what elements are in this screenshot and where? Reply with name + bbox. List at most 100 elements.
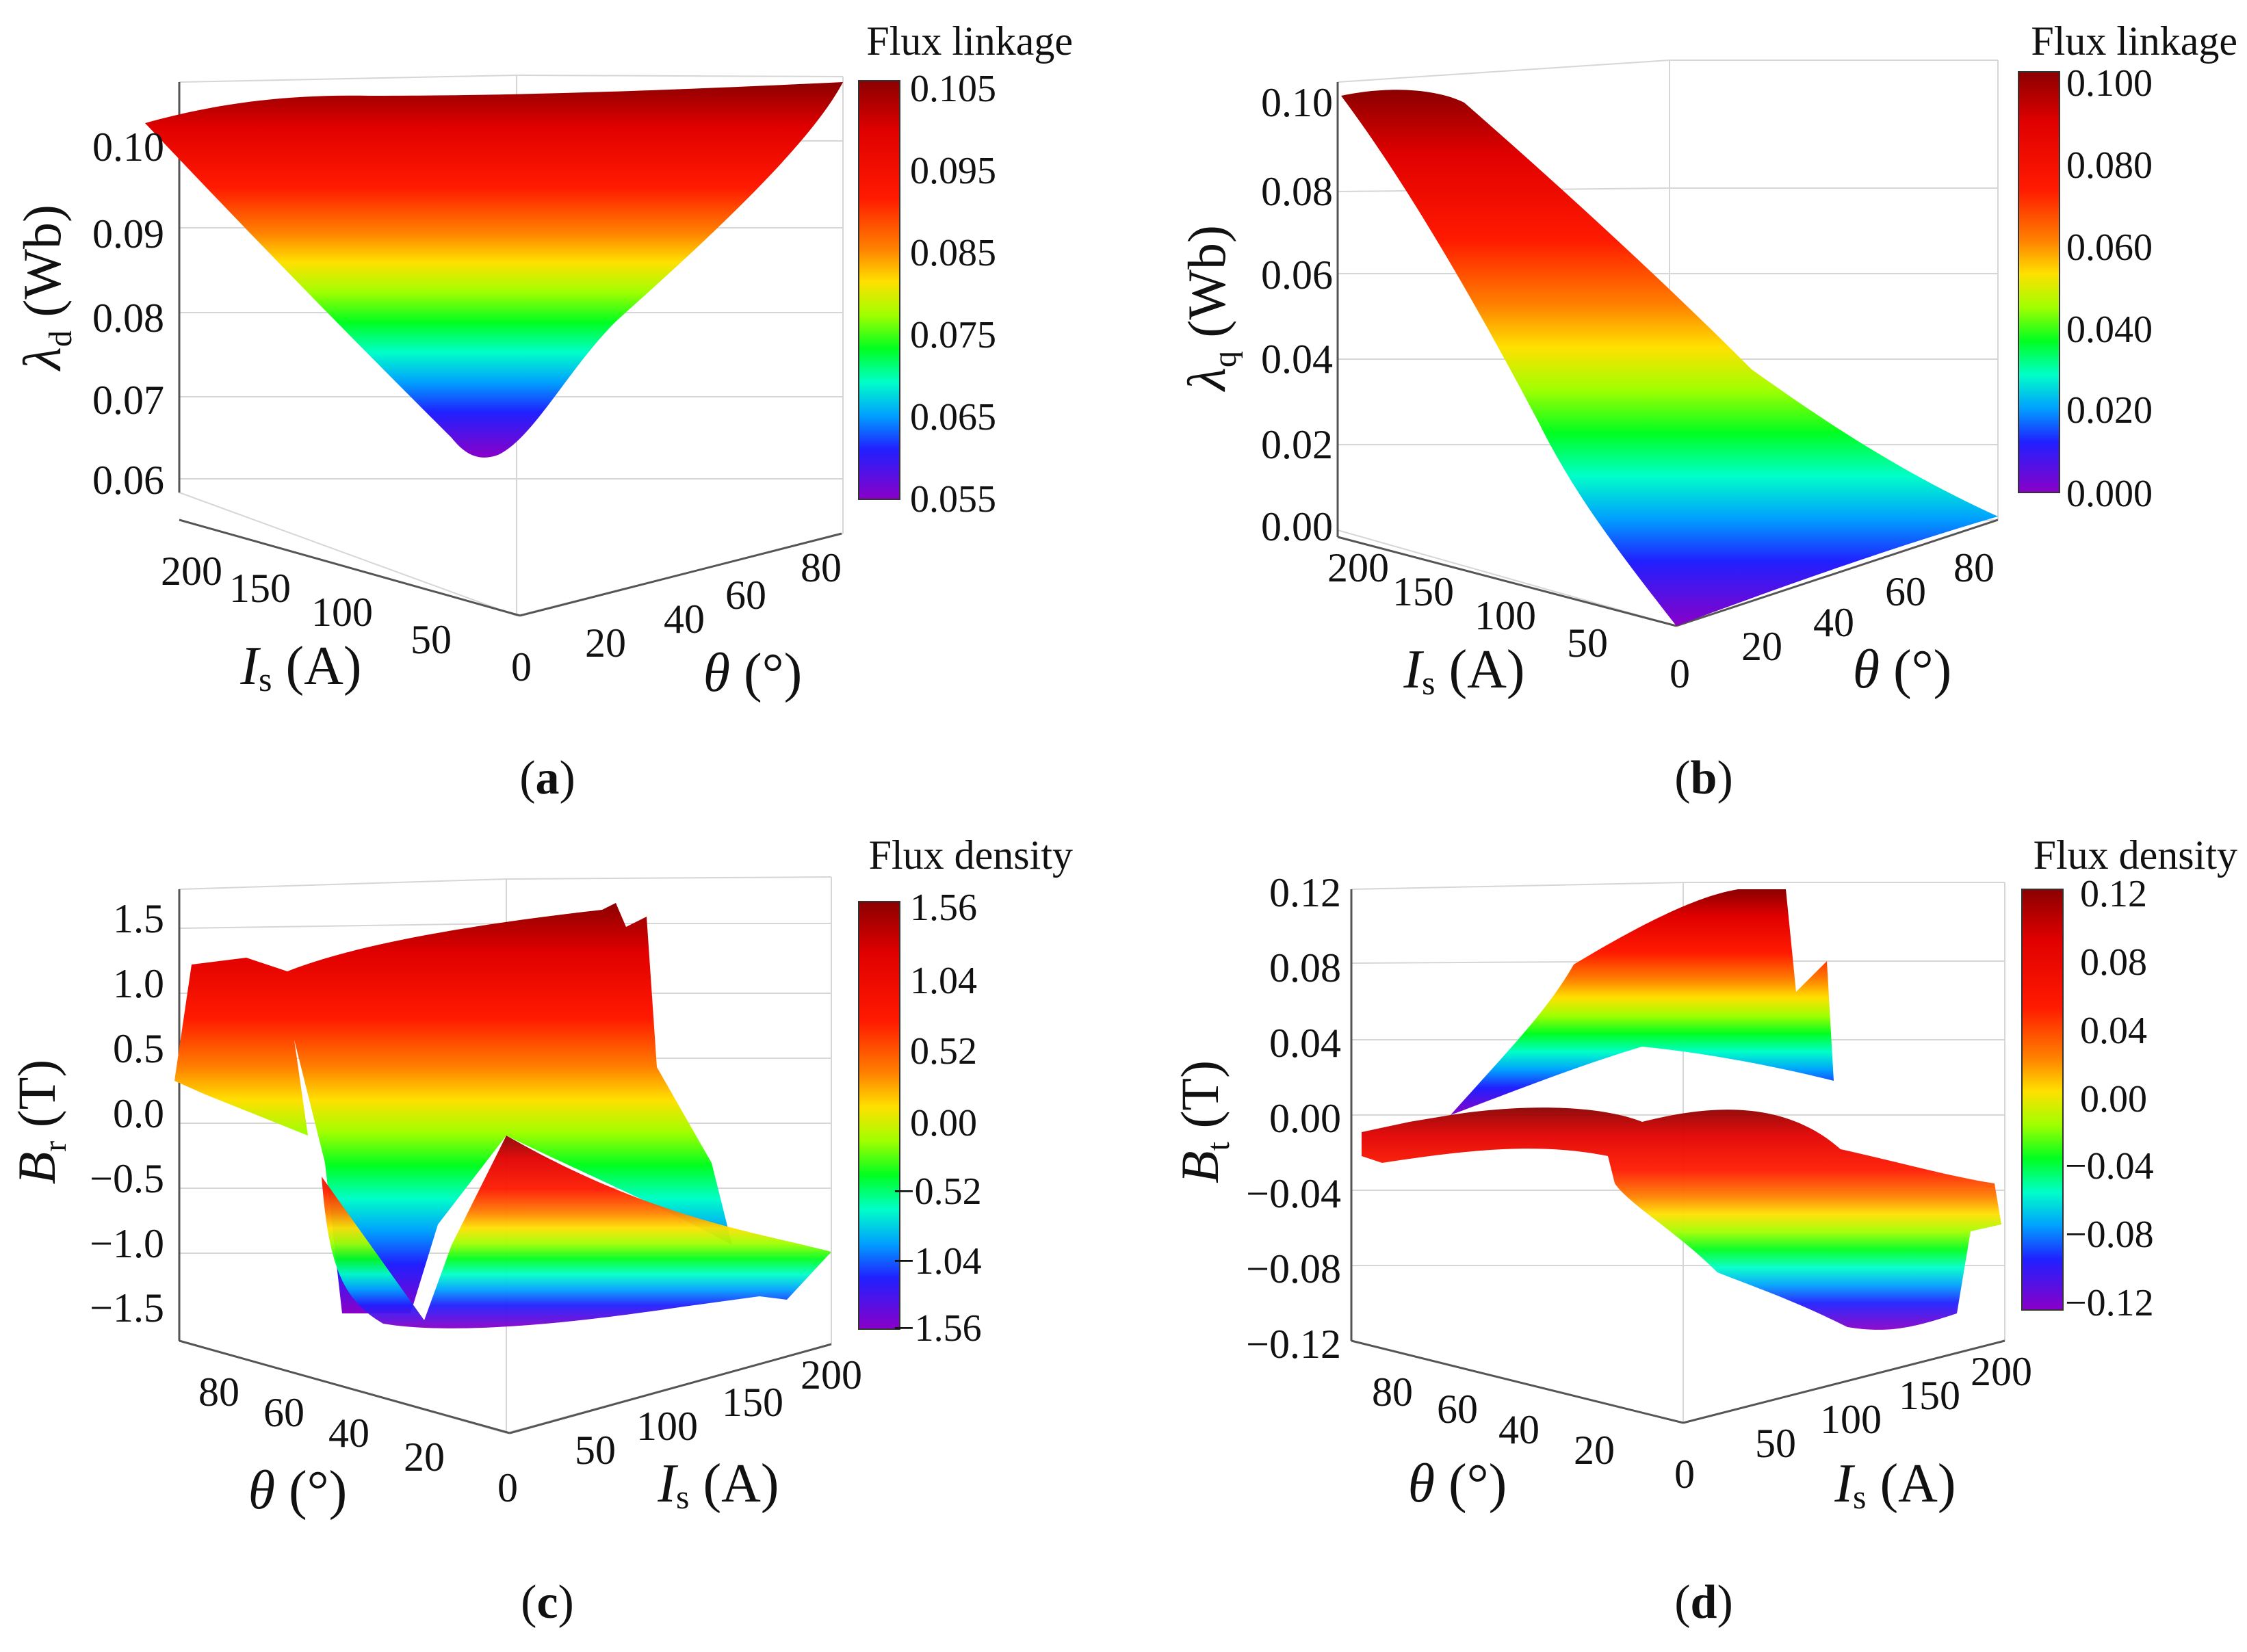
panel-c-left-tick-1: 60 <box>263 1390 304 1435</box>
panel-b-label: (b) <box>1674 752 1733 804</box>
panel-a-zticks: 0.06 0.07 0.08 0.09 0.10 <box>92 124 164 503</box>
panel-b-right-tick-1: 40 <box>1813 600 1854 645</box>
panel-b-zticks: 0.00 0.02 0.04 0.06 0.08 0.10 <box>1261 80 1333 549</box>
panel-c-ztick-0: −1.5 <box>90 1285 164 1330</box>
panel-a-right-tick-0: 20 <box>585 620 626 666</box>
panel-d-right-tick-2: 150 <box>1899 1373 1960 1418</box>
panel-b-right-tick-2: 60 <box>1885 569 1926 614</box>
panel-c-right-tick-0: 50 <box>575 1428 616 1473</box>
panel-c-zticks: −1.5 −1.0 −0.5 0.0 0.5 1.0 1.5 <box>90 896 164 1330</box>
panel-d-ztick-1: −0.08 <box>1246 1246 1341 1292</box>
panel-c-colorbar-ticks: 1.56 1.04 0.52 0.00 −0.52 −1.04 −1.56 <box>893 887 982 1350</box>
panel-d-axes <box>1350 889 2005 1424</box>
panel-d-left-tick-3: 20 <box>1574 1428 1615 1473</box>
panel-d-colorbar-title: Flux density <box>2034 832 2237 878</box>
panel-a-right-tick-3: 80 <box>801 545 842 590</box>
panel-a-cbar-tick-3: 0.075 <box>910 314 996 356</box>
panel-b-cbar-tick-0: 0.100 <box>2066 62 2153 105</box>
panel-b-axes <box>1336 82 1999 627</box>
panel-c-ztick-6: 1.5 <box>113 896 164 941</box>
panel-a-left-tick-4: 0 <box>511 644 532 690</box>
panel-c-cbar-tick-6: −1.56 <box>893 1307 982 1350</box>
panel-a-left-ticks: 200 150 100 50 0 <box>161 549 532 690</box>
panel-b-ztick-4: 0.08 <box>1261 169 1333 214</box>
panel-a-left-tick-1: 150 <box>229 566 291 611</box>
panel-b-left-ticks: 200 150 100 50 0 <box>1327 545 1690 696</box>
panel-c-cbar-tick-4: −0.52 <box>893 1170 982 1213</box>
panel-c-colorbar-title: Flux density <box>869 832 1073 878</box>
panel-a-label: (a) <box>519 752 575 804</box>
panel-b-right-tick-0: 20 <box>1741 624 1782 669</box>
panel-d-right-tick-0: 50 <box>1755 1421 1796 1466</box>
panel-c-cbar-tick-2: 0.52 <box>910 1030 977 1073</box>
panel-d-zticks: −0.12 −0.08 −0.04 0.00 0.04 0.08 0.12 <box>1246 870 1341 1367</box>
panel-d-label: (d) <box>1674 1576 1733 1629</box>
panel-b-ztick-5: 0.10 <box>1261 80 1333 125</box>
panel-b-ztick-1: 0.02 <box>1261 422 1333 467</box>
panel-c-right-ticks: 50 100 150 200 <box>575 1352 862 1473</box>
panel-d-ztick-3: 0.00 <box>1269 1096 1341 1141</box>
panel-b-left-tick-3: 50 <box>1567 620 1608 666</box>
panel-a-ztick-1: 0.07 <box>92 378 164 423</box>
panel-d-left-tick-0: 80 <box>1372 1369 1413 1415</box>
panel-b-left-tick-2: 100 <box>1475 593 1536 638</box>
panel-d-ztick-6: 0.12 <box>1269 870 1341 915</box>
panel-a-left-tick-3: 50 <box>411 617 452 662</box>
panel-a-left-axis-label: Is (A) <box>239 636 361 698</box>
panel-a-cbar-tick-4: 0.065 <box>910 396 996 438</box>
panel-d-right-tick-1: 100 <box>1820 1397 1882 1442</box>
panel-d-ztick-4: 0.04 <box>1269 1021 1341 1066</box>
panel-a-cbar-tick-1: 0.095 <box>910 150 996 192</box>
panel-d-left-tick-2: 40 <box>1498 1407 1540 1452</box>
panel-c-ztick-2: −0.5 <box>90 1156 164 1201</box>
panel-c-right-axis-label: Is (A) <box>657 1454 779 1516</box>
panel-d-left-tick-4: 0 <box>1674 1452 1695 1497</box>
panel-a-ztick-3: 0.09 <box>92 211 164 257</box>
panel-a-ztick-2: 0.08 <box>92 296 164 341</box>
panel-b-zlabel: λq (Wb) <box>1177 225 1243 392</box>
panel-a-cbar-tick-2: 0.085 <box>910 232 996 274</box>
panel-c-surface-lower <box>322 1136 831 1328</box>
panel-c-left-tick-0: 80 <box>198 1369 239 1415</box>
panel-c-ztick-4: 0.5 <box>113 1026 164 1071</box>
panel-d-right-tick-3: 200 <box>1971 1349 2032 1394</box>
panel-d-ztick-2: −0.04 <box>1246 1171 1341 1216</box>
panel-d: −0.12 −0.08 −0.04 0.00 0.04 0.08 0.12 Bt… <box>1170 832 2237 1629</box>
panel-a-colorbar-title: Flux linkage <box>866 18 1073 64</box>
panel-b-right-tick-3: 80 <box>1953 545 1995 590</box>
panel-a-colorbar <box>858 80 900 500</box>
panel-c-right-tick-2: 150 <box>722 1380 783 1425</box>
panel-d-surface-lower <box>1362 1107 2001 1330</box>
panel-d-cbar-tick-1: 0.08 <box>2080 941 2147 984</box>
panel-b-ztick-2: 0.04 <box>1261 337 1333 382</box>
panel-a-right-axis-label: θ (°) <box>703 643 803 703</box>
panel-d-cbar-tick-2: 0.04 <box>2080 1010 2147 1052</box>
panel-c-left-ticks: 80 60 40 20 0 <box>198 1369 518 1510</box>
panel-b-cbar-tick-1: 0.080 <box>2066 144 2153 187</box>
panel-c-left-axis-label: θ (°) <box>248 1460 348 1521</box>
panel-b-colorbar-ticks: 0.100 0.080 0.060 0.040 0.020 0.000 <box>2066 62 2153 515</box>
panel-c-colorbar <box>858 901 900 1330</box>
panel-d-ztick-0: −0.12 <box>1246 1322 1341 1367</box>
panel-a-surface <box>145 82 843 458</box>
panel-c-left-tick-2: 40 <box>328 1411 369 1456</box>
panel-b-left-tick-1: 150 <box>1392 569 1454 614</box>
panel-d-surface-upper <box>1451 889 1834 1115</box>
panel-a-left-tick-0: 200 <box>161 549 222 594</box>
panel-a: 0.06 0.07 0.08 0.09 0.10 λd (Wb) 200 150… <box>12 18 1073 804</box>
panel-c-right-tick-1: 100 <box>636 1404 698 1449</box>
panel-c-ztick-3: 0.0 <box>113 1091 164 1136</box>
panel-c-right-tick-3: 200 <box>801 1352 862 1398</box>
panel-b-cbar-tick-3: 0.040 <box>2066 309 2153 351</box>
panel-a-ztick-4: 0.10 <box>92 124 164 170</box>
panel-c-ztick-5: 1.0 <box>113 961 164 1006</box>
panel-d-left-ticks: 80 60 40 20 0 <box>1372 1369 1695 1497</box>
panel-d-right-axis-label: Is (A) <box>1834 1454 1956 1516</box>
panel-a-zlabel: λd (Wb) <box>12 205 79 371</box>
panel-b-ztick-0: 0.00 <box>1261 504 1333 549</box>
panel-c-left-tick-3: 20 <box>404 1434 445 1480</box>
panel-c-cbar-tick-0: 1.56 <box>910 887 977 929</box>
panel-c-surface-upper <box>174 903 732 1313</box>
panel-c-ztick-1: −1.0 <box>90 1221 164 1266</box>
